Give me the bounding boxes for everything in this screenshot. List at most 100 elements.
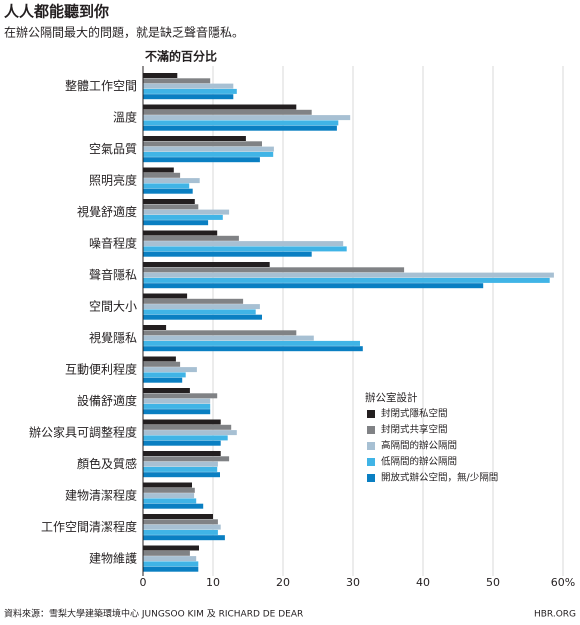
bar: [143, 393, 218, 399]
bar: [143, 419, 221, 425]
bar: [143, 78, 211, 84]
bar: [143, 566, 199, 572]
bar: [143, 141, 262, 147]
bar: [143, 267, 405, 273]
bar: [143, 472, 220, 478]
x-tick-label: 50: [486, 576, 500, 589]
bar: [143, 204, 199, 210]
x-tick-label: 0: [140, 576, 147, 589]
bar: [143, 367, 197, 373]
bar: [143, 346, 363, 352]
legend-swatch: [367, 474, 375, 482]
bar: [143, 325, 167, 330]
bar: [143, 482, 192, 488]
bar: [143, 535, 225, 541]
legend-title: 辦公室設計: [365, 391, 418, 404]
axis-label: 不滿的百分比: [145, 49, 217, 64]
bar: [143, 335, 314, 341]
bar: [143, 251, 312, 257]
bar: [143, 356, 176, 362]
bar: [143, 146, 274, 152]
category-label: 工作空間清潔程度: [41, 519, 137, 534]
legend-swatch: [367, 410, 375, 418]
bar: [143, 246, 347, 252]
category-label: 空間大小: [89, 299, 137, 313]
bar: [143, 403, 211, 409]
bar: [143, 435, 228, 441]
category-label: 照明亮度: [89, 172, 137, 187]
bar: [143, 377, 183, 383]
legend-label: 高隔間的辦公隔間: [381, 440, 457, 452]
bar: [143, 125, 337, 131]
category-label: 建物清潔程度: [65, 487, 137, 502]
bar: [143, 73, 178, 78]
bar: [143, 466, 218, 472]
bar: [143, 209, 230, 215]
x-tick-label: 60%: [551, 576, 575, 589]
category-label: 互動便利程度: [65, 361, 137, 376]
bar: [143, 214, 223, 220]
bar: [143, 456, 230, 462]
bar: [143, 430, 237, 436]
bar: [143, 388, 190, 393]
x-tick-label: 30: [346, 576, 360, 589]
bar: [143, 277, 550, 283]
bar: [143, 514, 213, 519]
category-label: 顏色及質感: [77, 456, 137, 471]
bar: [143, 461, 218, 467]
bar: [143, 309, 256, 315]
category-label: 整體工作空間: [65, 78, 137, 93]
bar: [143, 199, 195, 204]
bar: [143, 88, 237, 94]
bar: [143, 115, 351, 121]
bar: [143, 519, 218, 525]
x-tick-label: 40: [416, 576, 430, 589]
bar: [143, 272, 554, 278]
x-tick-label: 20: [276, 576, 290, 589]
source: 資料來源：雪梨大學建築環境中心 JUNGSOO KIM 及 RICHARD DE…: [4, 608, 303, 620]
legend-swatch: [367, 458, 375, 466]
bar: [143, 183, 190, 189]
bar: [143, 167, 174, 173]
bar: [143, 372, 186, 378]
bar: [143, 104, 297, 110]
bar: [143, 561, 199, 567]
category-label: 溫度: [113, 109, 137, 124]
bar: [143, 398, 211, 404]
bar: [143, 235, 239, 241]
category-label: 噪音程度: [89, 235, 137, 250]
category-label: 視覺舒適度: [77, 204, 137, 219]
bar: [143, 94, 234, 100]
bar: [143, 440, 221, 446]
category-label: 建物維護: [89, 550, 137, 565]
bar: [143, 136, 246, 141]
bar: [143, 550, 190, 556]
bar: [143, 409, 211, 415]
bar: [143, 157, 260, 163]
bar: [143, 556, 197, 562]
bar: [143, 451, 221, 456]
bar: [143, 424, 232, 430]
bar: [143, 293, 188, 299]
bar: [143, 493, 195, 499]
bar: [143, 262, 270, 267]
bar: [143, 230, 218, 236]
legend-swatch: [367, 442, 375, 450]
bar: [143, 304, 260, 310]
bar: [143, 220, 209, 226]
bar: [143, 283, 484, 289]
bar: [143, 503, 204, 509]
bar: [143, 361, 181, 367]
bar: [143, 314, 262, 320]
bar: [143, 545, 199, 551]
bar: [143, 524, 221, 530]
bar: [143, 120, 339, 126]
bar: [143, 83, 234, 89]
bar: [143, 188, 193, 194]
legend-label: 封閉式隱私空間: [381, 408, 448, 420]
bar: [143, 340, 360, 346]
bar: [143, 487, 195, 493]
category-label: 辦公家具可調整程度: [29, 424, 137, 439]
chart-title: 人人都能聽到你: [4, 3, 109, 21]
